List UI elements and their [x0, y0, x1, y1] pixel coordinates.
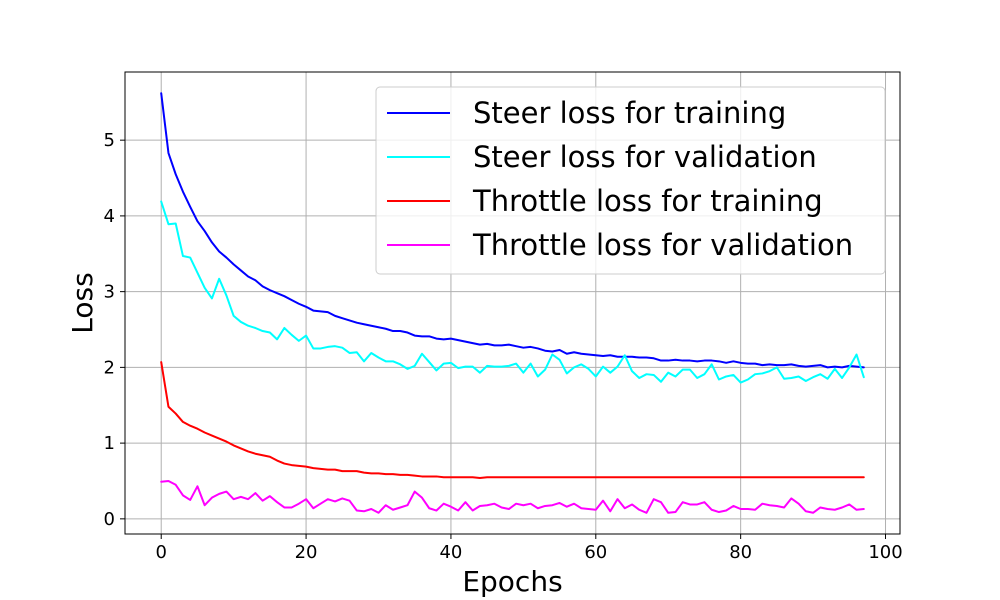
y-tick-label: 5 — [104, 130, 115, 151]
y-tick-label: 4 — [104, 206, 115, 227]
legend-box — [375, 86, 886, 275]
axis-ticks: 0 20 40 60 80 100 0 1 2 3 4 5 — [104, 130, 903, 563]
x-axis-title: Epochs — [462, 565, 562, 598]
legend-label: Steer loss for training — [473, 96, 786, 130]
legend: Steer loss for training Steer loss for va… — [375, 86, 886, 275]
x-tick-label: 0 — [155, 542, 166, 563]
x-tick-label: 100 — [868, 542, 902, 563]
x-tick-label: 20 — [295, 542, 318, 563]
x-tick-label: 60 — [584, 542, 607, 563]
series-lines — [160, 92, 865, 514]
x-tick-label: 80 — [729, 542, 752, 563]
y-tick-label: 2 — [104, 357, 115, 378]
series-line-steer-loss-for-training — [160, 92, 865, 369]
y-tick-label: 3 — [104, 282, 115, 303]
legend-label: Throttle loss for validation — [472, 228, 853, 262]
x-tick-label: 40 — [439, 542, 462, 563]
plot-area-frame — [124, 71, 901, 535]
y-axis-title: Loss — [66, 272, 99, 333]
legend-label: Throttle loss for training — [472, 184, 823, 218]
y-tick-label: 0 — [104, 509, 115, 530]
series-line-throttle-loss-for-validation — [160, 479, 865, 514]
series-line-steer-loss-for-validation — [160, 200, 865, 384]
legend-label: Steer loss for validation — [473, 140, 817, 174]
y-tick-label: 1 — [104, 433, 115, 454]
series-line-throttle-loss-for-training — [160, 361, 865, 479]
